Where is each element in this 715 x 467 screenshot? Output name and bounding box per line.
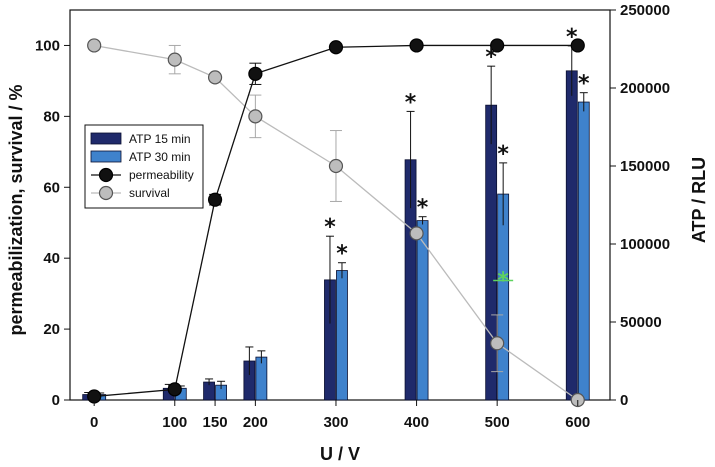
x-tick-label-300: 300 xyxy=(323,414,348,431)
y-axis-right-title: ATP / RLU xyxy=(689,157,709,243)
atp-15min-bar-500 xyxy=(485,104,498,401)
legend-marker-3 xyxy=(98,185,114,201)
y-right-tick-label-100000: 100000 xyxy=(620,236,670,253)
atp-15min-bar-600 xyxy=(565,70,578,401)
permeability-line xyxy=(94,44,578,398)
x-axis-title: U / V xyxy=(320,444,360,464)
legend-label-1: ATP 30 min xyxy=(129,150,191,164)
legend-swatch-1 xyxy=(90,150,122,163)
y-right-tick-label-0: 0 xyxy=(620,392,628,409)
y-left-tick-label-80: 80 xyxy=(43,108,60,125)
legend-label-0: ATP 15 min xyxy=(129,132,191,146)
atp-30min-bar-600 xyxy=(577,101,590,401)
atp-30min-bar-200 xyxy=(255,356,268,401)
permeability-point-400 xyxy=(409,38,424,53)
survival-line xyxy=(94,44,579,401)
atp-30min-star-500: * xyxy=(497,142,509,167)
survival-series xyxy=(87,38,585,408)
atp-30min-star-600: * xyxy=(578,72,590,97)
atp-15min-star-600: * xyxy=(566,25,578,50)
permeability-point-100 xyxy=(167,382,182,397)
x-tick-label-500: 500 xyxy=(485,414,510,431)
permeability-point-300 xyxy=(328,40,344,55)
atp-15min-star-300: * xyxy=(324,215,336,240)
bars-atp-30min xyxy=(94,101,590,401)
survival-point-400 xyxy=(409,226,424,241)
atp-15min-star-500: * xyxy=(485,45,497,70)
legend-marker-2 xyxy=(98,167,114,183)
x-tick-label-0: 0 xyxy=(90,414,98,431)
y-left-tick-label-100: 100 xyxy=(35,37,60,54)
annotation-star-0: * xyxy=(497,268,509,293)
axes: 0 100 150 200 300 400 500 600 0 20 40 60 80 100 0 50000… xyxy=(35,2,670,431)
survival-point-200 xyxy=(248,109,263,124)
survival-point-0 xyxy=(87,38,102,53)
y-left-tick-label-60: 60 xyxy=(43,179,60,196)
survival-point-150 xyxy=(207,70,223,85)
survival-point-100 xyxy=(167,52,182,67)
survival-point-500 xyxy=(490,336,505,351)
y-right-tick-label-200000: 200000 xyxy=(620,80,670,97)
permeability-series xyxy=(87,38,585,404)
y-left-tick-label-40: 40 xyxy=(43,250,60,267)
x-tick-label-150: 150 xyxy=(203,414,228,431)
atp-30min-star-400: * xyxy=(417,196,429,221)
permeability-point-200 xyxy=(248,66,263,81)
y-right-tick-label-250000: 250000 xyxy=(620,2,670,19)
y-left-tick-label-0: 0 xyxy=(52,392,60,409)
legend: ATP 15 min ATP 30 min permeability survival xyxy=(84,124,204,209)
bar-error-bars xyxy=(84,45,588,397)
atp-30min-star-300: * xyxy=(336,242,348,267)
permeability-point-600 xyxy=(570,38,585,53)
x-tick-label-100: 100 xyxy=(162,414,187,431)
legend-swatch-0 xyxy=(90,132,122,145)
atp-15min-star-400: * xyxy=(405,90,417,115)
legend-label-2: permeability xyxy=(129,168,194,182)
y-right-tick-label-150000: 150000 xyxy=(620,158,670,175)
y-left-tick-label-20: 20 xyxy=(43,321,60,338)
significance-stars: ********* xyxy=(324,25,590,294)
x-tick-label-200: 200 xyxy=(243,414,268,431)
permeability-point-500 xyxy=(490,38,505,53)
x-tick-label-400: 400 xyxy=(404,414,429,431)
permeability-point-150 xyxy=(207,192,223,207)
y-right-tick-label-50000: 50000 xyxy=(620,314,662,331)
atp-30min-bar-300 xyxy=(336,270,348,401)
legend-label-3: survival xyxy=(129,186,170,200)
x-tick-label-600: 600 xyxy=(565,414,590,431)
y-axis-left-title: permeabilization, survival / % xyxy=(6,84,26,335)
survival-point-300 xyxy=(328,158,344,174)
